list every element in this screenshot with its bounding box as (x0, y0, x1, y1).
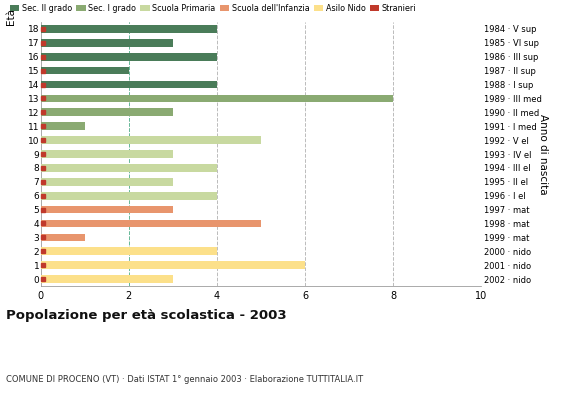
Bar (41, 164, 217, 172)
Bar (41, 39, 173, 47)
Bar (41, 206, 173, 214)
Bar (41, 234, 85, 241)
Bar (41, 248, 217, 255)
Bar (41, 136, 261, 144)
Text: Popolazione per età scolastica - 2003: Popolazione per età scolastica - 2003 (6, 309, 287, 322)
Bar (41, 275, 173, 283)
Bar (41, 192, 217, 200)
Bar (41, 95, 393, 102)
Bar (41, 67, 129, 74)
Bar (41, 150, 173, 158)
Y-axis label: Anno di nascita: Anno di nascita (538, 114, 548, 194)
Bar (41, 178, 173, 186)
Bar (41, 122, 85, 130)
Bar (41, 220, 261, 227)
Bar (41, 53, 217, 60)
Bar (41, 81, 217, 88)
Bar (41, 25, 217, 33)
Legend: Sec. II grado, Sec. I grado, Scuola Primaria, Scuola dell'Infanzia, Asilo Nido, : Sec. II grado, Sec. I grado, Scuola Prim… (10, 4, 416, 13)
Bar (41, 108, 173, 116)
Y-axis label: Età: Età (6, 8, 16, 25)
Text: COMUNE DI PROCENO (VT) · Dati ISTAT 1° gennaio 2003 · Elaborazione TUTTITALIA.IT: COMUNE DI PROCENO (VT) · Dati ISTAT 1° g… (6, 375, 363, 384)
Bar (41, 261, 305, 269)
